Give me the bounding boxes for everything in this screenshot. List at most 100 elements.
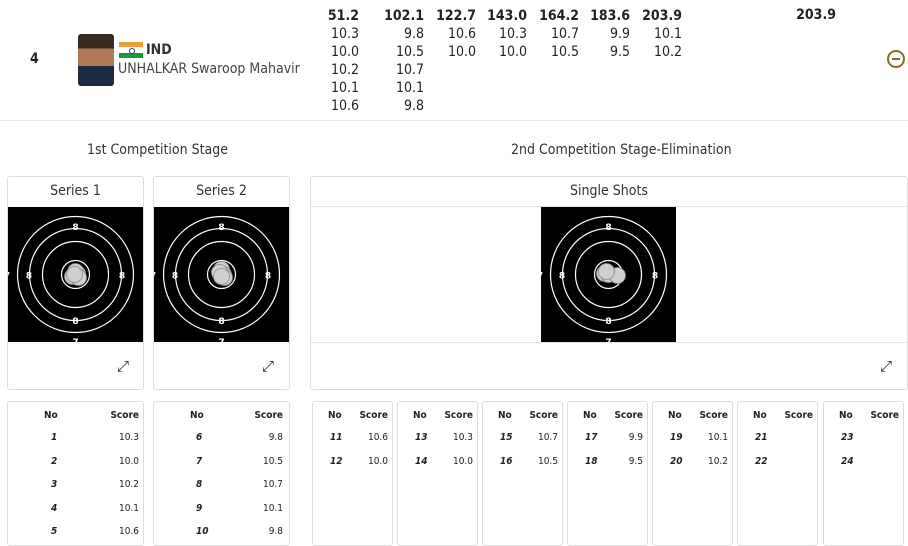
- shot-number: 12: [330, 456, 343, 467]
- column-header-score: Score: [359, 410, 388, 421]
- column-header-no: No: [498, 410, 512, 421]
- ring-label: 8: [72, 223, 78, 233]
- shots-table: No Score 21 22: [737, 401, 818, 546]
- shot-number: 23: [841, 432, 854, 443]
- shot-score: 10.1: [707, 432, 728, 443]
- shots-table: No Score 13 10.3 14 10.0: [397, 401, 478, 546]
- column-header-score: Score: [614, 410, 643, 421]
- target-ring: [574, 240, 643, 309]
- target-inner-ring: [206, 259, 237, 290]
- shot-score: 9.5: [609, 44, 630, 60]
- shot-number: 7: [196, 455, 203, 467]
- shot-score: 10.7: [537, 432, 558, 443]
- shot-number: 2: [51, 455, 58, 467]
- total-score: 203.9: [796, 7, 836, 23]
- single-shots-target: 8 8 8 8 7 7: [541, 207, 676, 342]
- shot-number: 10: [196, 526, 209, 537]
- column-header-score: Score: [699, 410, 728, 421]
- expand-arrows-icon[interactable]: ⤢: [262, 357, 275, 375]
- ring-label: 8: [172, 272, 178, 282]
- shots-table: No Score 23 24: [823, 401, 904, 546]
- ring-label: 7: [8, 272, 10, 282]
- shot-number: 5: [51, 526, 58, 537]
- shot-number: 4: [51, 502, 58, 514]
- shot-mark: [598, 263, 615, 280]
- shot-number: 19: [670, 432, 683, 443]
- shot-number: 16: [500, 456, 513, 467]
- shot-mark: [66, 266, 83, 283]
- column-header-no: No: [668, 410, 682, 421]
- shot-score: 10.0: [330, 44, 359, 60]
- series1-title: Series 1: [50, 183, 101, 199]
- cumulative-score: 51.2: [327, 8, 359, 24]
- ring-label: 8: [72, 317, 78, 327]
- target-inner-ring: [60, 259, 91, 290]
- shot-mark: [213, 268, 230, 285]
- ring-label: 8: [119, 272, 125, 282]
- stage-title-second: 2nd Competition Stage-Elimination: [511, 142, 732, 158]
- score-column: 183.6 9.9 9.5: [580, 7, 630, 61]
- shots-table: No Score 15 10.7 16 10.5: [482, 401, 563, 546]
- shot-score: 9.9: [628, 432, 643, 443]
- cumulative-score: 164.2: [539, 8, 579, 24]
- rank: 4: [30, 51, 39, 67]
- shot-score: 9.8: [403, 98, 424, 114]
- ring-label: 8: [605, 223, 611, 233]
- shot-number: 20: [670, 456, 683, 467]
- column-header-score: Score: [784, 410, 813, 421]
- shot-score: 10.2: [118, 479, 139, 490]
- column-header-no: No: [328, 410, 342, 421]
- athlete-name[interactable]: UNHALKAR Swaroop Mahavir: [118, 61, 300, 77]
- column-header-score: Score: [529, 410, 558, 421]
- shot-score: 10.3: [498, 26, 527, 42]
- ring-label: 8: [218, 223, 224, 233]
- ring-label: 7: [605, 338, 611, 342]
- cumulative-score: 203.9: [642, 8, 682, 24]
- shot-score: 10.5: [537, 456, 558, 467]
- shot-score: 10.7: [395, 62, 424, 78]
- score-column: 203.9 10.1 10.2: [632, 7, 682, 61]
- ring-label: 8: [218, 317, 224, 327]
- score-column: 164.2 10.7 10.5: [529, 7, 579, 61]
- expand-arrows-icon[interactable]: ⤢: [880, 357, 893, 375]
- shot-number: 11: [330, 432, 343, 443]
- column-header-no: No: [583, 410, 597, 421]
- shot-score: 10.7: [262, 479, 283, 490]
- minus-circle-icon[interactable]: [887, 50, 905, 68]
- shot-score: 10.1: [262, 502, 283, 514]
- column-header-no: No: [839, 410, 853, 421]
- shot-number: 8: [196, 479, 203, 490]
- india-flag-icon: [119, 42, 143, 58]
- target-ring: [162, 215, 281, 334]
- column-header-score: Score: [870, 410, 899, 421]
- shot-number: 21: [755, 432, 768, 443]
- ring-label: 7: [154, 272, 156, 282]
- shot-number: 15: [500, 432, 513, 443]
- shot-score: 10.3: [118, 432, 139, 443]
- single-shots-title: Single Shots: [570, 183, 648, 199]
- single-shots-card: Single Shots 8 8 8 8 7 7 ⤢: [310, 176, 908, 390]
- shot-score: 10.6: [447, 26, 476, 42]
- expand-arrows-icon[interactable]: ⤢: [117, 357, 130, 375]
- ring-label: 8: [652, 272, 658, 282]
- shots-table: No Score 1 10.3 2 10.0 3 10.2 4 10.1 5 10.6: [7, 401, 144, 546]
- shot-score: 10.6: [118, 526, 139, 537]
- shot-score: 10.5: [550, 44, 579, 60]
- series2-target: 8 8 8 8 7 7: [154, 207, 289, 342]
- shot-score: 10.0: [452, 456, 473, 467]
- shots-table: No Score 17 9.9 18 9.5: [567, 401, 648, 546]
- shot-score: 10.1: [395, 80, 424, 96]
- athlete-result-row: 4 IND UNHALKAR Swaroop Mahavir 51.2 10.3 1…: [0, 0, 908, 121]
- shot-score: 10.0: [498, 44, 527, 60]
- target-ring: [174, 227, 269, 322]
- cumulative-score: 102.1: [384, 8, 424, 24]
- shot-score: 9.9: [609, 26, 630, 42]
- shot-score: 10.2: [330, 62, 359, 78]
- shot-score: 9.8: [403, 26, 424, 42]
- shot-score: 10.2: [707, 456, 728, 467]
- cumulative-score: 183.6: [590, 8, 630, 24]
- column-header-score: Score: [110, 410, 139, 421]
- shot-number: 22: [755, 456, 768, 467]
- series2-card: Series 2 8 8 8 8 7 7 ⤢: [153, 176, 290, 390]
- cumulative-score: 122.7: [436, 8, 476, 24]
